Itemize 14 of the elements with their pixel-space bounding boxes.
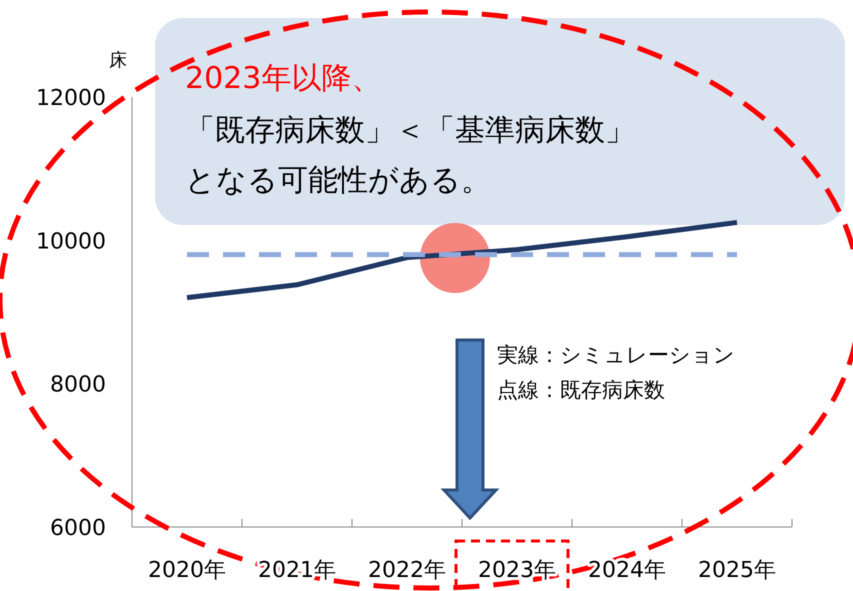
text: 2023年以降、: [185, 61, 382, 96]
annotation: 点線：既存病床数: [497, 378, 665, 402]
annotation: 「既存病床数」＜「基準病床数」: [185, 113, 635, 148]
y-tick-label: 10000: [36, 229, 106, 254]
annotation: となる可能性がある。: [185, 163, 491, 198]
y-tick-label: 8000: [50, 372, 106, 398]
x-tick-label: 2022年: [368, 558, 446, 583]
y-axis-title: 床: [109, 50, 127, 71]
y-tick-label: 6000: [50, 516, 106, 541]
y-tick-label: 12000: [36, 86, 106, 111]
x-tick-label: 2020年: [148, 558, 226, 583]
x-tick-label: 2025年: [698, 558, 776, 583]
annotation: 実線：シミュレーション: [497, 343, 735, 367]
x-tick-label: 2024年: [588, 558, 666, 583]
